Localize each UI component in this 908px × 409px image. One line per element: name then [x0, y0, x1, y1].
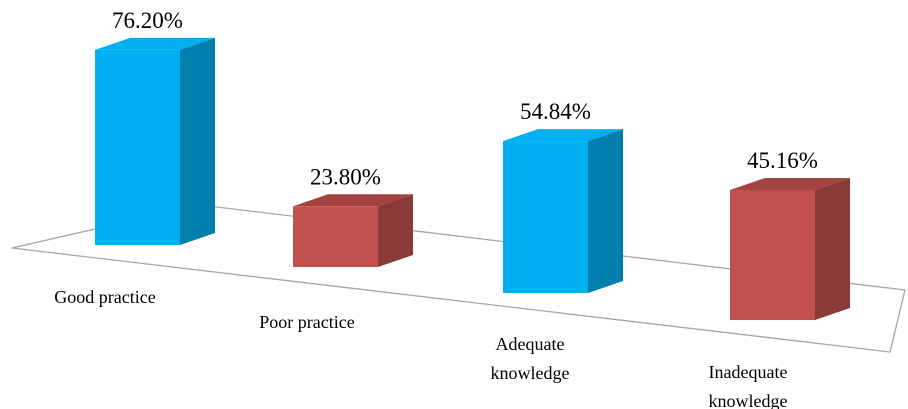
- bar: [293, 206, 378, 267]
- bar-side: [378, 194, 413, 267]
- value-label: 23.80%: [310, 164, 381, 189]
- category-label: Good practice: [54, 287, 156, 307]
- value-label: 54.84%: [520, 99, 591, 124]
- value-label: 45.16%: [747, 148, 818, 173]
- bar: [95, 49, 180, 245]
- category-label: Adequate knowledge: [490, 334, 570, 383]
- category-label: Poor practice: [259, 312, 355, 332]
- bar-top: [293, 194, 413, 207]
- bar-top: [95, 37, 215, 50]
- bar-top: [503, 129, 623, 142]
- bar-side: [180, 37, 215, 245]
- bar-side: [815, 177, 850, 320]
- category-label: Inadequate knowledge: [708, 362, 788, 409]
- bar: [503, 141, 588, 293]
- value-label: 76.20%: [112, 8, 183, 33]
- bar-top: [730, 177, 850, 190]
- bar-side: [588, 129, 623, 293]
- bar: [730, 189, 815, 320]
